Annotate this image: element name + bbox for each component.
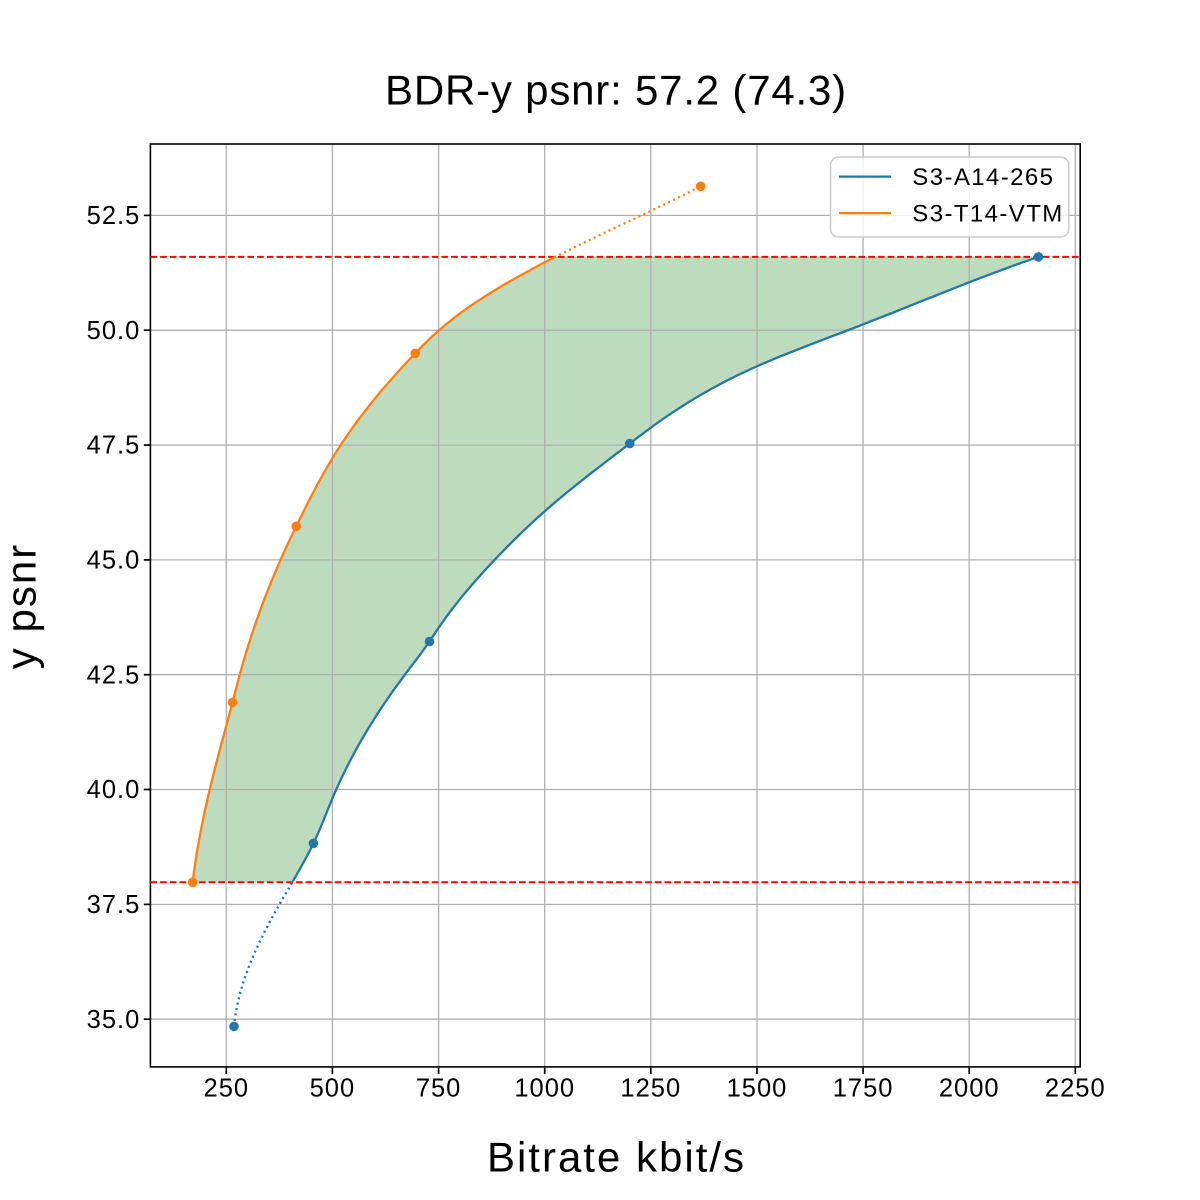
svg-text:45.0: 45.0 [87, 547, 141, 575]
svg-text:250: 250 [204, 1075, 250, 1103]
svg-text:2000: 2000 [939, 1075, 1000, 1103]
svg-text:750: 750 [416, 1075, 462, 1103]
svg-text:35.0: 35.0 [87, 1006, 141, 1034]
svg-text:50.0: 50.0 [87, 317, 141, 345]
svg-text:1750: 1750 [833, 1075, 894, 1103]
svg-text:S3-T14-VTM: S3-T14-VTM [912, 200, 1063, 227]
svg-text:40.0: 40.0 [87, 776, 141, 804]
svg-text:1000: 1000 [514, 1075, 575, 1103]
svg-text:47.5: 47.5 [87, 432, 141, 460]
svg-text:y psnr: y psnr [0, 543, 45, 669]
svg-text:S3-A14-265: S3-A14-265 [912, 164, 1054, 191]
svg-text:1500: 1500 [727, 1075, 788, 1103]
svg-text:42.5: 42.5 [87, 661, 141, 689]
svg-text:37.5: 37.5 [87, 891, 141, 919]
svg-text:1250: 1250 [620, 1075, 681, 1103]
svg-text:2250: 2250 [1045, 1075, 1106, 1103]
svg-text:500: 500 [310, 1075, 356, 1103]
svg-text:Bitrate kbit/s: Bitrate kbit/s [487, 1133, 746, 1180]
svg-text:52.5: 52.5 [87, 202, 141, 230]
svg-text:BDR-y psnr: 57.2 (74.3): BDR-y psnr: 57.2 (74.3) [385, 67, 847, 114]
